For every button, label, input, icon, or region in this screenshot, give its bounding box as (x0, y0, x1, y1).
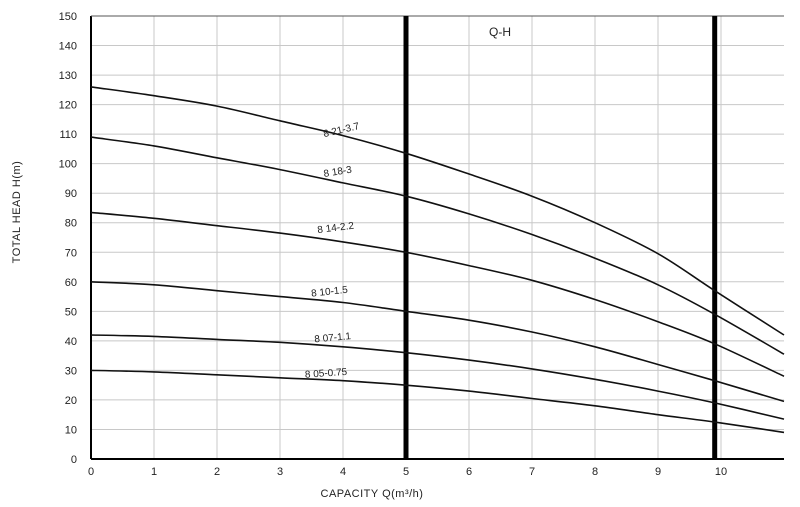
y-tick-label: 80 (65, 218, 77, 230)
series-label: 8 10-1.5 (311, 285, 349, 300)
y-tick-label: 0 (71, 454, 77, 466)
grid-lines (90, 15, 784, 460)
series-label: 8 18-3 (323, 165, 353, 180)
x-axis-title: CAPACITY Q(m³/h) (321, 488, 424, 500)
series-line (90, 211, 785, 378)
y-tick-label: 50 (65, 306, 77, 318)
series-line (90, 281, 785, 403)
series-labels: 8 21-3.7 8 18-3 8 14-2.2 8 10-1.5 8 07-1.1 8 … (305, 121, 361, 381)
y-tick-label: 120 (59, 100, 77, 112)
y-tick-label: 10 (65, 424, 77, 436)
x-tick-labels: 0 1 2 3 4 5 6 7 8 9 10 (88, 466, 727, 478)
series-label: 8 21-3.7 (322, 121, 361, 140)
y-tick-label: 30 (65, 365, 77, 377)
plot-frame (90, 15, 784, 460)
y-tick-label: 110 (59, 129, 77, 141)
x-tick-label: 6 (466, 466, 472, 478)
y-tick-label: 100 (59, 159, 77, 171)
x-tick-label: 7 (529, 466, 535, 478)
x-tick-label: 3 (277, 466, 283, 478)
series-label: 8 14-2.2 (317, 221, 355, 236)
y-tick-label: 20 (65, 395, 77, 407)
y-tick-label: 60 (65, 277, 77, 289)
y-tick-label: 40 (65, 336, 77, 348)
y-tick-label: 140 (59, 41, 77, 53)
chart-title: Q-H (489, 25, 511, 39)
x-tick-label: 2 (214, 466, 220, 478)
y-tick-label: 70 (65, 247, 77, 259)
series-line (90, 369, 785, 434)
x-tick-label: 10 (715, 466, 727, 478)
x-tick-label: 9 (655, 466, 661, 478)
y-axis-title: TOTAL HEAD H(m) (11, 161, 23, 264)
series-label: 8 05-0.75 (305, 367, 348, 381)
series-line (90, 86, 785, 336)
series-line (90, 334, 785, 420)
y-tick-label: 90 (65, 188, 77, 200)
x-tick-label: 8 (592, 466, 598, 478)
series-line (90, 136, 785, 355)
x-tick-label: 5 (403, 466, 409, 478)
x-tick-label: 1 (151, 466, 157, 478)
y-tick-label: 150 (59, 11, 77, 23)
series-label: 8 07-1.1 (314, 331, 352, 345)
x-tick-label: 4 (340, 466, 346, 478)
series-curves (90, 86, 785, 434)
y-tick-label: 130 (59, 70, 77, 82)
y-tick-labels: 0 10 20 30 40 50 60 70 80 90 100 110 120 130 140 150 (59, 11, 77, 466)
x-tick-label: 0 (88, 466, 94, 478)
